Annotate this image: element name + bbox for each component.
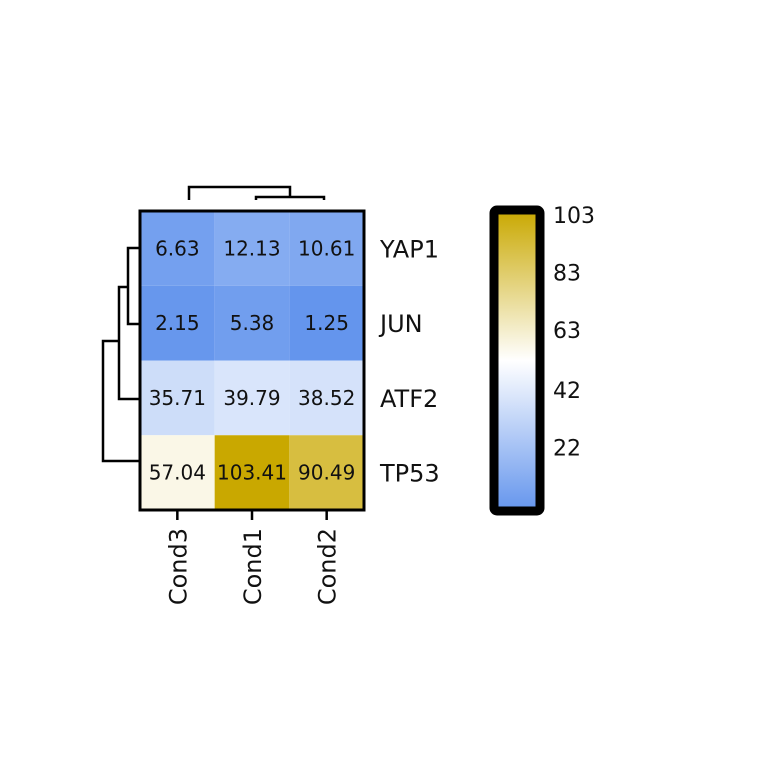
- heatmap-cell: [140, 211, 215, 286]
- column-label: Cond2: [314, 528, 342, 605]
- row-label: YAP1: [379, 235, 439, 263]
- heatmap-cell: [140, 435, 215, 510]
- row-dendrogram: [101, 246, 140, 463]
- column-labels: Cond3 Cond1 Cond2: [164, 528, 341, 605]
- cell-value-label: 90.49: [298, 461, 355, 485]
- colorbar-tick-label: 83: [553, 262, 581, 287]
- heatmap-cell: [289, 285, 365, 361]
- heatmap-cell: [140, 285, 215, 361]
- column-label: Cond3: [164, 528, 192, 605]
- cell-value-label: 12.13: [223, 236, 280, 260]
- heatmap-cell: [140, 360, 215, 436]
- cell-value-label: 1.25: [304, 311, 349, 335]
- column-dendrogram: [187, 185, 326, 200]
- heatmap-cell: [214, 285, 290, 361]
- row-label: TP53: [379, 460, 440, 488]
- heatmap-cell: [214, 435, 290, 510]
- heatmap-cell: [214, 211, 290, 286]
- colorbar-tick-label: 22: [553, 436, 581, 461]
- row-label: ATF2: [380, 385, 438, 413]
- heatmap-cell: [289, 360, 365, 436]
- cell-value-label: 39.79: [223, 386, 280, 410]
- cell-value-label: 35.71: [149, 386, 206, 410]
- colorbar-ticks: 22 42 63 83 103: [553, 204, 595, 461]
- cell-value-label: 103.41: [217, 461, 287, 485]
- column-label: Cond1: [239, 528, 267, 605]
- row-label: JUN: [378, 310, 423, 338]
- cell-value-label: 6.63: [155, 236, 200, 260]
- heatmap-cell: [289, 435, 365, 510]
- colorbar: 22 42 63 83 103: [489, 204, 595, 516]
- row-labels: YAP1 JUN ATF2 TP53: [378, 235, 440, 487]
- heatmap-cell: [214, 360, 290, 436]
- cell-value-label: 5.38: [230, 311, 275, 335]
- cell-value-label: 10.61: [298, 236, 355, 260]
- cell-value-label: 38.52: [298, 386, 355, 410]
- cell-value-label: 57.04: [149, 461, 206, 485]
- colorbar-gradient: [489, 205, 545, 516]
- heatmap-cell: [289, 211, 365, 286]
- heatmap-cell-labels: 6.63 12.13 10.61 2.15 5.38 1.25 35.71 39.79 38.5…: [149, 236, 356, 484]
- colorbar-tick-label: 42: [553, 379, 581, 404]
- colorbar-tick-label: 103: [553, 204, 595, 229]
- column-ticks: [176, 510, 328, 520]
- cell-value-label: 2.15: [155, 311, 200, 335]
- heatmap-cells: [140, 211, 365, 510]
- colorbar-tick-label: 63: [553, 319, 581, 344]
